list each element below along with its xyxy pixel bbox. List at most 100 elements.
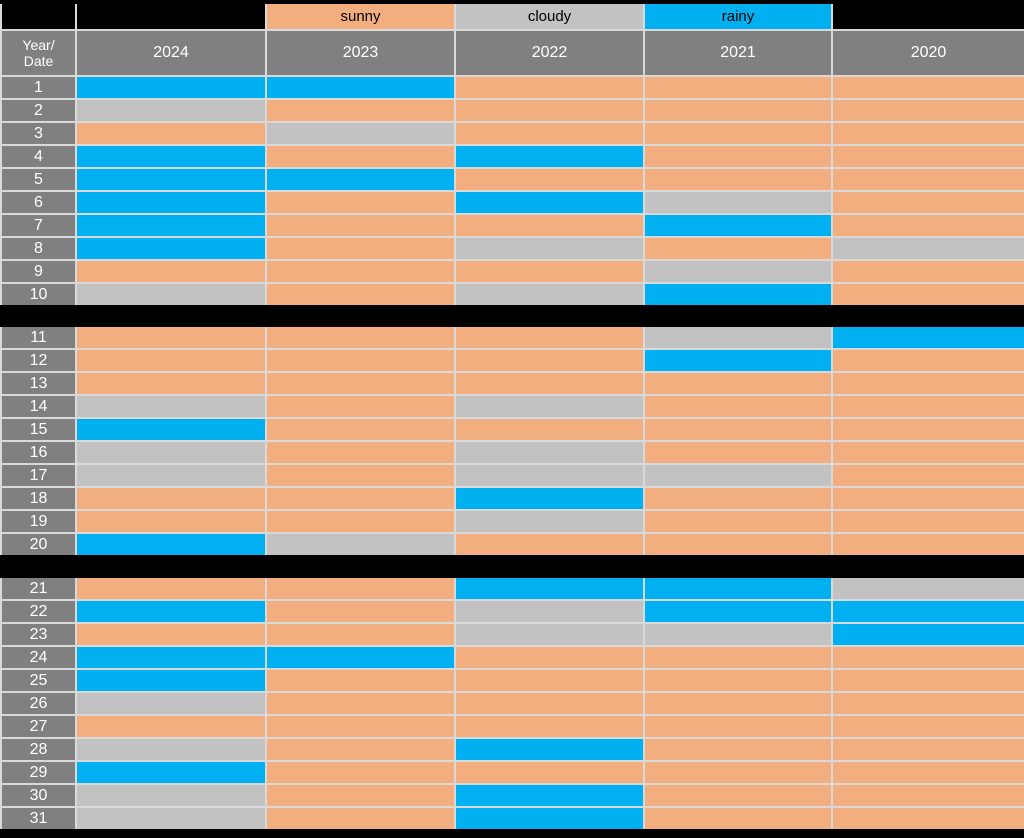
weather-cell-2022-day-2-sunny[interactable]: [456, 100, 643, 121]
weather-cell-2024-day-24-rainy[interactable]: [77, 647, 265, 668]
weather-cell-2024-day-23-sunny[interactable]: [77, 624, 265, 645]
weather-cell-2023-day-19-sunny[interactable]: [267, 511, 454, 532]
weather-cell-2024-day-20-rainy[interactable]: [77, 534, 265, 555]
weather-cell-2020-day-2-sunny[interactable]: [833, 100, 1024, 121]
weather-cell-2022-day-3-sunny[interactable]: [456, 123, 643, 144]
weather-cell-2023-day-3-cloudy[interactable]: [267, 123, 454, 144]
weather-cell-2024-day-29-rainy[interactable]: [77, 762, 265, 783]
weather-cell-2023-day-26-sunny[interactable]: [267, 693, 454, 714]
weather-cell-2020-day-6-sunny[interactable]: [833, 192, 1024, 213]
weather-cell-2020-day-15-sunny[interactable]: [833, 419, 1024, 440]
weather-cell-2021-day-21-rainy[interactable]: [645, 578, 831, 599]
weather-cell-2024-day-26-cloudy[interactable]: [77, 693, 265, 714]
weather-cell-2022-day-15-sunny[interactable]: [456, 419, 643, 440]
weather-cell-2023-day-24-rainy[interactable]: [267, 647, 454, 668]
weather-cell-2020-day-3-sunny[interactable]: [833, 123, 1024, 144]
weather-cell-2021-day-25-sunny[interactable]: [645, 670, 831, 691]
weather-cell-2022-day-22-cloudy[interactable]: [456, 601, 643, 622]
weather-cell-2021-day-28-sunny[interactable]: [645, 739, 831, 760]
weather-cell-2022-day-1-sunny[interactable]: [456, 77, 643, 98]
weather-cell-2022-day-10-cloudy[interactable]: [456, 284, 643, 305]
weather-cell-2021-day-19-sunny[interactable]: [645, 511, 831, 532]
weather-cell-2024-day-7-rainy[interactable]: [77, 215, 265, 236]
weather-cell-2024-day-30-cloudy[interactable]: [77, 785, 265, 806]
weather-cell-2022-day-8-cloudy[interactable]: [456, 238, 643, 259]
weather-cell-2023-day-9-sunny[interactable]: [267, 261, 454, 282]
weather-cell-2020-day-14-sunny[interactable]: [833, 396, 1024, 417]
weather-cell-2021-day-10-rainy[interactable]: [645, 284, 831, 305]
weather-cell-2023-day-8-sunny[interactable]: [267, 238, 454, 259]
weather-cell-2024-day-17-cloudy[interactable]: [77, 465, 265, 486]
weather-cell-2020-day-7-sunny[interactable]: [833, 215, 1024, 236]
weather-cell-2022-day-13-sunny[interactable]: [456, 373, 643, 394]
weather-cell-2021-day-5-sunny[interactable]: [645, 169, 831, 190]
weather-cell-2024-day-27-sunny[interactable]: [77, 716, 265, 737]
weather-cell-2020-day-26-sunny[interactable]: [833, 693, 1024, 714]
weather-cell-2024-day-6-rainy[interactable]: [77, 192, 265, 213]
weather-cell-2023-day-2-sunny[interactable]: [267, 100, 454, 121]
weather-cell-2020-day-22-rainy[interactable]: [833, 601, 1024, 622]
weather-cell-2021-day-1-sunny[interactable]: [645, 77, 831, 98]
weather-cell-2021-day-7-rainy[interactable]: [645, 215, 831, 236]
weather-cell-2021-day-17-cloudy[interactable]: [645, 465, 831, 486]
weather-cell-2020-day-5-sunny[interactable]: [833, 169, 1024, 190]
weather-cell-2024-day-31-cloudy[interactable]: [77, 808, 265, 829]
weather-cell-2024-day-4-rainy[interactable]: [77, 146, 265, 167]
weather-cell-2021-day-8-sunny[interactable]: [645, 238, 831, 259]
weather-cell-2021-day-11-cloudy[interactable]: [645, 327, 831, 348]
weather-cell-2021-day-15-sunny[interactable]: [645, 419, 831, 440]
weather-cell-2021-day-31-sunny[interactable]: [645, 808, 831, 829]
weather-cell-2021-day-24-sunny[interactable]: [645, 647, 831, 668]
weather-cell-2021-day-20-sunny[interactable]: [645, 534, 831, 555]
weather-cell-2021-day-13-sunny[interactable]: [645, 373, 831, 394]
weather-cell-2022-day-14-cloudy[interactable]: [456, 396, 643, 417]
weather-cell-2023-day-13-sunny[interactable]: [267, 373, 454, 394]
weather-cell-2024-day-15-rainy[interactable]: [77, 419, 265, 440]
weather-cell-2023-day-12-sunny[interactable]: [267, 350, 454, 371]
weather-cell-2020-day-30-sunny[interactable]: [833, 785, 1024, 806]
weather-cell-2024-day-12-sunny[interactable]: [77, 350, 265, 371]
weather-cell-2024-day-28-cloudy[interactable]: [77, 739, 265, 760]
weather-cell-2023-day-15-sunny[interactable]: [267, 419, 454, 440]
weather-cell-2020-day-1-sunny[interactable]: [833, 77, 1024, 98]
weather-cell-2023-day-5-rainy[interactable]: [267, 169, 454, 190]
weather-cell-2022-day-25-sunny[interactable]: [456, 670, 643, 691]
weather-cell-2022-day-17-cloudy[interactable]: [456, 465, 643, 486]
weather-cell-2021-day-3-sunny[interactable]: [645, 123, 831, 144]
weather-cell-2023-day-27-sunny[interactable]: [267, 716, 454, 737]
weather-cell-2022-day-4-rainy[interactable]: [456, 146, 643, 167]
weather-cell-2022-day-19-cloudy[interactable]: [456, 511, 643, 532]
weather-cell-2020-day-9-sunny[interactable]: [833, 261, 1024, 282]
weather-cell-2023-day-14-sunny[interactable]: [267, 396, 454, 417]
weather-cell-2021-day-27-sunny[interactable]: [645, 716, 831, 737]
weather-cell-2023-day-17-sunny[interactable]: [267, 465, 454, 486]
weather-cell-2020-day-19-sunny[interactable]: [833, 511, 1024, 532]
weather-cell-2021-day-30-sunny[interactable]: [645, 785, 831, 806]
weather-cell-2023-day-4-sunny[interactable]: [267, 146, 454, 167]
weather-cell-2020-day-4-sunny[interactable]: [833, 146, 1024, 167]
weather-cell-2021-day-4-sunny[interactable]: [645, 146, 831, 167]
weather-cell-2022-day-11-sunny[interactable]: [456, 327, 643, 348]
weather-cell-2023-day-6-sunny[interactable]: [267, 192, 454, 213]
weather-cell-2022-day-6-rainy[interactable]: [456, 192, 643, 213]
weather-cell-2020-day-27-sunny[interactable]: [833, 716, 1024, 737]
weather-cell-2024-day-21-sunny[interactable]: [77, 578, 265, 599]
weather-cell-2022-day-21-rainy[interactable]: [456, 578, 643, 599]
weather-cell-2020-day-28-sunny[interactable]: [833, 739, 1024, 760]
weather-cell-2023-day-22-sunny[interactable]: [267, 601, 454, 622]
weather-cell-2021-day-23-cloudy[interactable]: [645, 624, 831, 645]
weather-cell-2023-day-23-sunny[interactable]: [267, 624, 454, 645]
weather-cell-2022-day-27-sunny[interactable]: [456, 716, 643, 737]
weather-cell-2020-day-21-cloudy[interactable]: [833, 578, 1024, 599]
weather-cell-2023-day-21-sunny[interactable]: [267, 578, 454, 599]
weather-cell-2024-day-11-sunny[interactable]: [77, 327, 265, 348]
weather-cell-2024-day-25-rainy[interactable]: [77, 670, 265, 691]
weather-cell-2024-day-3-sunny[interactable]: [77, 123, 265, 144]
weather-cell-2023-day-25-sunny[interactable]: [267, 670, 454, 691]
weather-cell-2023-day-29-sunny[interactable]: [267, 762, 454, 783]
weather-cell-2022-day-20-sunny[interactable]: [456, 534, 643, 555]
weather-cell-2024-day-19-sunny[interactable]: [77, 511, 265, 532]
weather-cell-2024-day-5-rainy[interactable]: [77, 169, 265, 190]
weather-cell-2020-day-20-sunny[interactable]: [833, 534, 1024, 555]
weather-cell-2022-day-30-rainy[interactable]: [456, 785, 643, 806]
